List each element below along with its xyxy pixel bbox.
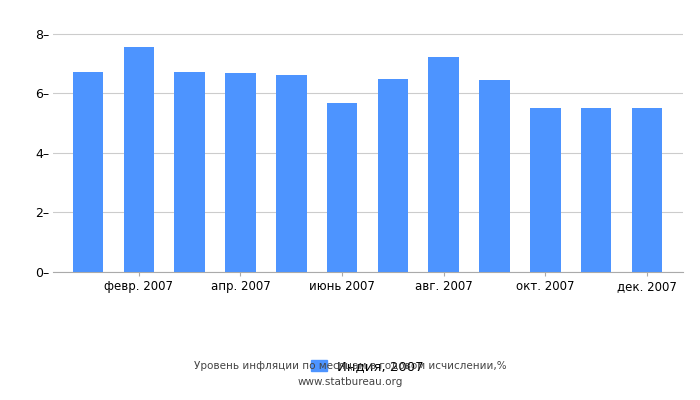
Bar [124,47,154,272]
Bar [530,108,561,272]
Bar [378,78,408,272]
Bar [631,108,662,272]
Bar [581,108,611,272]
Bar [73,72,104,272]
Bar [327,103,357,272]
Bar [276,75,307,272]
Text: Уровень инфляции по месяцам в годовом исчислении,%: Уровень инфляции по месяцам в годовом ис… [194,361,506,371]
Text: www.statbureau.org: www.statbureau.org [298,377,402,387]
Legend: Индия, 2007: Индия, 2007 [311,360,424,373]
Bar [428,57,459,272]
Bar [480,80,510,272]
Bar [174,72,205,272]
Bar [225,74,256,272]
